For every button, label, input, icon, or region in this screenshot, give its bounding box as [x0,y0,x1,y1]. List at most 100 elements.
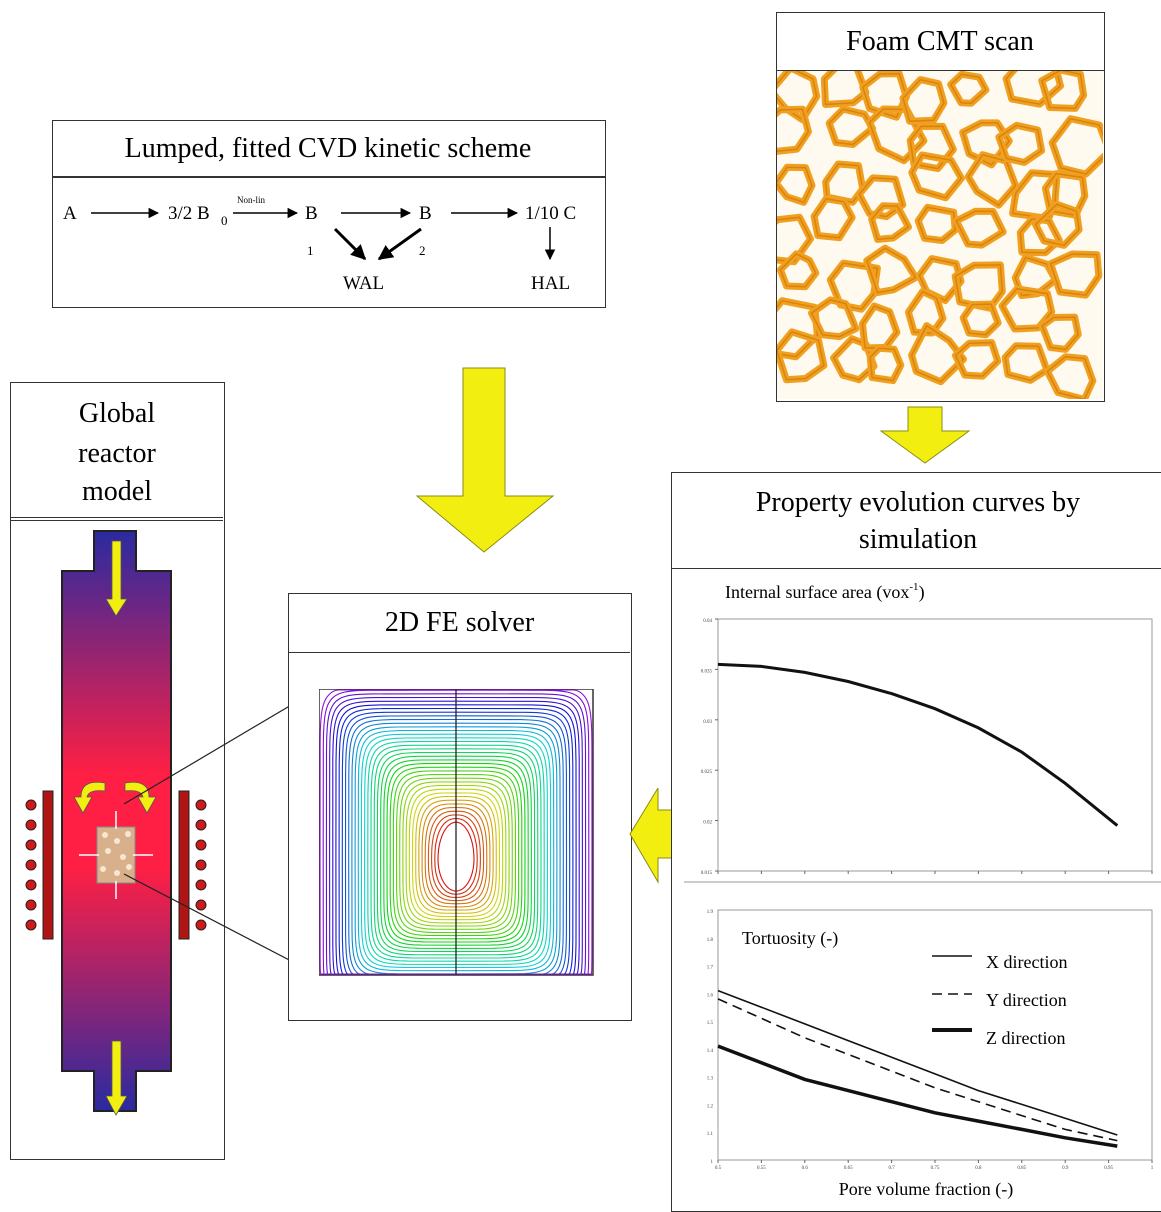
tortuosity-y-tick-label: 1.4 [707,1049,714,1054]
fe-contour-line [392,770,520,937]
tortuosity-x-tick-label: 0.8 [975,1166,982,1171]
foam-strut-edge [862,72,908,118]
surface-area-label-sup: -1 [909,581,918,593]
hal-label: HAL [531,273,570,294]
legend: X direction Y direction Z direction [932,952,1067,1048]
surface-area-label: Internal surface area (vox-1) [725,581,925,603]
foam-strut-edge [962,303,999,336]
nonlin-label: Non-lin [237,195,265,205]
foam-strut-edge [777,216,812,263]
tortuosity-y-tick-label: 1.3 [707,1077,714,1082]
inlet-arrow [105,540,128,617]
foam-strut-edge [829,262,879,310]
fe-contour-line [373,748,539,956]
fe-contour-line [431,814,481,898]
foam-strut-edge [823,71,867,106]
tortuosity-x-tick-label: 0.75 [931,1166,940,1171]
tortuosity-y-tick-label: 1.5 [707,1021,714,1026]
foam-strut-edge [1004,345,1048,382]
arrow-kinetic-to-solver [415,367,555,553]
foam-scan-title-box: Foam CMT scan [776,12,1105,72]
path-2-label: 2 [419,243,426,258]
foam-strut-edge [902,78,945,122]
surface-y-tick-label: 0.025 [701,770,713,775]
tortuosity-x-curve [717,989,1118,1136]
wal-label: WAL [343,273,384,294]
foam-strut-edge [911,154,963,199]
fe-contour-line [427,810,485,902]
surface-y-ticks: 0.04 0.035 0.03 0.025 0.02 0.015 [701,618,1153,876]
surface-y-tick-label: 0.02 [703,821,712,826]
tortuosity-y-tick-label: 1.9 [707,910,714,915]
fe-contour-line [386,762,526,943]
foam-strut-edge [858,177,904,218]
tortuosity-z-curve [717,1044,1118,1148]
tortuosity-y-tick-label: 1.7 [707,966,714,971]
foam-strut-edge [917,206,956,242]
tortuosity-x-tick-label: 1 [1151,1166,1154,1171]
kinetic-scheme-diagram: A 3/2 B 0 Non-lin B B 1/10 C 1 2 WAL HAL [63,195,576,294]
foam-strut-edge [870,205,910,241]
tortuosity-x-tick-label: 0.85 [1017,1166,1026,1171]
arrow-b1-wal [333,227,367,261]
tortuosity-x-tick-label: 0.95 [1104,1166,1113,1171]
foam-strut-edge [824,163,864,204]
fe-contour-line [357,729,555,972]
tortuosity-x-ticks: 0.5 0.55 0.6 0.65 0.7 0.75 0.8 0.85 0.9 0.95 1 [715,1160,1154,1171]
property-panel: Property evolution curves by simulation [671,472,1161,1212]
species-b0: 3/2 B [168,203,210,224]
fe-contour-line [367,740,545,962]
tortuosity-label: Tortuosity (-) [742,928,838,949]
fe-contour-line [434,817,478,895]
legend-x-label: X direction [986,952,1067,972]
fe-contour-line [399,777,513,930]
foam-strut-edge [954,341,999,377]
fe-contour-line [408,788,504,921]
fe-contour-line [411,792,501,918]
tortuosity-x-tick-label: 0.9 [1062,1166,1069,1171]
surface-y-tick-label: 0.04 [703,619,712,624]
foam-strut-edge [869,347,902,382]
foam-strut-edge [813,198,853,239]
legend-z-label: Z direction [986,1028,1065,1048]
property-title-box: Property evolution curves by simulation [672,473,1161,569]
fe-contour-line [402,781,510,927]
foam-struts [777,71,1103,399]
tortuosity-x-tick-label: 0.6 [802,1166,809,1171]
fe-contour-line [421,803,491,908]
tortuosity-x-tick-label: 0.65 [844,1166,853,1171]
foam-cmt-image [777,71,1103,399]
sample-arrows [79,811,153,899]
fe-contour-line [415,795,497,914]
foam-strut-edge [777,166,813,204]
heater-left [42,790,54,940]
kinetic-scheme-title: Lumped, fitted CVD kinetic scheme [124,133,532,164]
tortuosity-x-tick-label: 0.7 [888,1166,895,1171]
fe-contour-plot [319,689,594,976]
foam-strut-edge [810,299,857,338]
fe-contour-line [319,689,593,975]
fe-solver-title-box: 2D FE solver [289,594,630,653]
reactor-title-box: Global reactor model [11,383,223,521]
fe-contour-line [418,799,494,911]
species-a: A [63,203,77,224]
surface-area-curve [717,662,1119,827]
surface-area-label-text: Internal surface area (vox [725,582,909,603]
fe-contour-line [395,773,517,934]
fe-contour-line [424,806,488,905]
tortuosity-y-tick-label: 1.6 [707,993,714,998]
tortuosity-y-tick-label: 1.1 [707,1132,714,1137]
path-1-label: 1 [307,243,314,258]
surface-y-tick-label: 0.035 [701,669,713,674]
tortuosity-x-tick-label: 0.55 [757,1166,766,1171]
x-axis-label: Pore volume fraction (-) [839,1179,1013,1200]
species-c: 1/10 C [525,203,576,224]
property-title-1: Property evolution curves by [755,487,1081,518]
reactor-title-2: reactor [78,438,156,469]
fe-contour-line [354,726,558,975]
foam-strut-edge [779,253,817,288]
flow-arrow-left [73,781,106,814]
sample-texture [100,831,132,876]
outlet-arrow [105,1040,128,1116]
fe-contour-line [364,737,548,965]
